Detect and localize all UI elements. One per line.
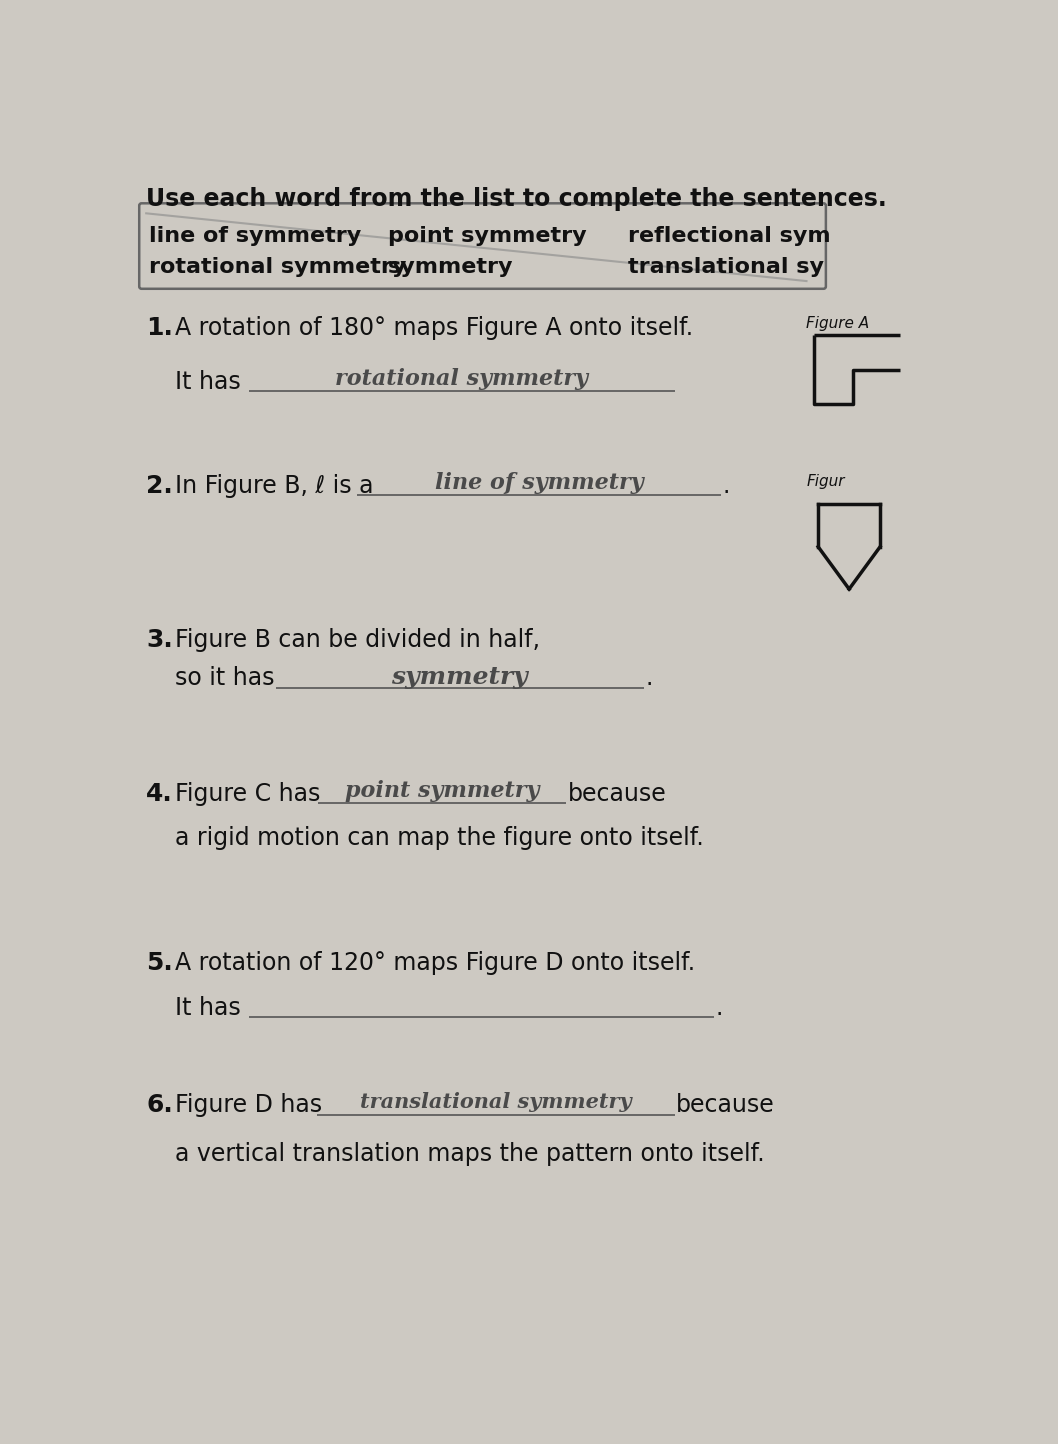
Text: 3.: 3. — [146, 628, 172, 651]
Text: symmetry: symmetry — [391, 664, 528, 689]
Text: Figure B can be divided in half,: Figure B can be divided in half, — [175, 628, 540, 651]
Text: Figur: Figur — [806, 474, 845, 488]
Text: translational symmetry: translational symmetry — [360, 1092, 632, 1112]
Text: line of symmetry: line of symmetry — [435, 472, 643, 494]
Text: 6.: 6. — [146, 1093, 172, 1118]
Text: so it has: so it has — [175, 666, 274, 690]
Text: .: . — [723, 474, 730, 498]
Text: It has: It has — [175, 996, 240, 1019]
Text: Figure C has: Figure C has — [175, 781, 321, 806]
Text: Figure D has: Figure D has — [175, 1093, 322, 1118]
Text: symmetry: symmetry — [388, 257, 513, 277]
Text: A rotation of 180° maps Figure A onto itself.: A rotation of 180° maps Figure A onto it… — [175, 316, 693, 339]
Text: point symmetry: point symmetry — [388, 227, 586, 247]
Text: .: . — [645, 666, 653, 690]
Text: line of symmetry: line of symmetry — [149, 227, 362, 247]
Text: a rigid motion can map the figure onto itself.: a rigid motion can map the figure onto i… — [175, 826, 704, 851]
Text: because: because — [568, 781, 667, 806]
Text: rotational symmetry: rotational symmetry — [335, 368, 588, 390]
Text: It has: It has — [175, 370, 240, 394]
Text: A rotation of 120° maps Figure D onto itself.: A rotation of 120° maps Figure D onto it… — [175, 952, 695, 975]
Text: a vertical translation maps the pattern onto itself.: a vertical translation maps the pattern … — [175, 1142, 765, 1165]
Text: because: because — [676, 1093, 776, 1118]
Text: 2.: 2. — [146, 474, 172, 498]
Text: Use each word from the list to complete the sentences.: Use each word from the list to complete … — [146, 188, 887, 211]
Text: reflectional sym: reflectional sym — [628, 227, 831, 247]
Text: point symmetry: point symmetry — [345, 780, 540, 801]
Text: .: . — [715, 996, 723, 1019]
Text: 4.: 4. — [146, 781, 172, 806]
Text: 1.: 1. — [146, 316, 174, 339]
Text: Figure A: Figure A — [806, 316, 870, 331]
Text: translational sy: translational sy — [628, 257, 824, 277]
Text: rotational symmetry: rotational symmetry — [149, 257, 406, 277]
FancyBboxPatch shape — [140, 204, 826, 289]
Text: In Figure B, ℓ is a: In Figure B, ℓ is a — [175, 474, 373, 498]
Text: 5.: 5. — [146, 952, 172, 975]
